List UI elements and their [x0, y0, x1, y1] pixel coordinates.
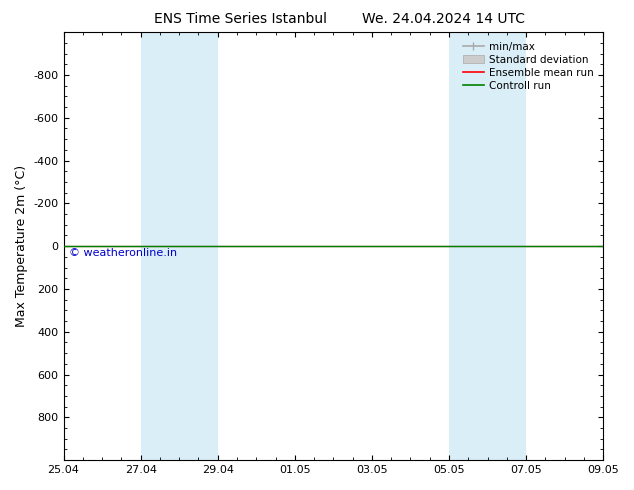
Text: We. 24.04.2024 14 UTC: We. 24.04.2024 14 UTC: [362, 12, 526, 26]
Legend: min/max, Standard deviation, Ensemble mean run, Controll run: min/max, Standard deviation, Ensemble me…: [459, 37, 598, 95]
Text: ENS Time Series Istanbul: ENS Time Series Istanbul: [155, 12, 327, 26]
Bar: [141, 32, 217, 460]
Text: © weatheronline.in: © weatheronline.in: [69, 248, 177, 258]
Y-axis label: Max Temperature 2m (°C): Max Temperature 2m (°C): [15, 165, 28, 327]
Bar: [449, 32, 526, 460]
